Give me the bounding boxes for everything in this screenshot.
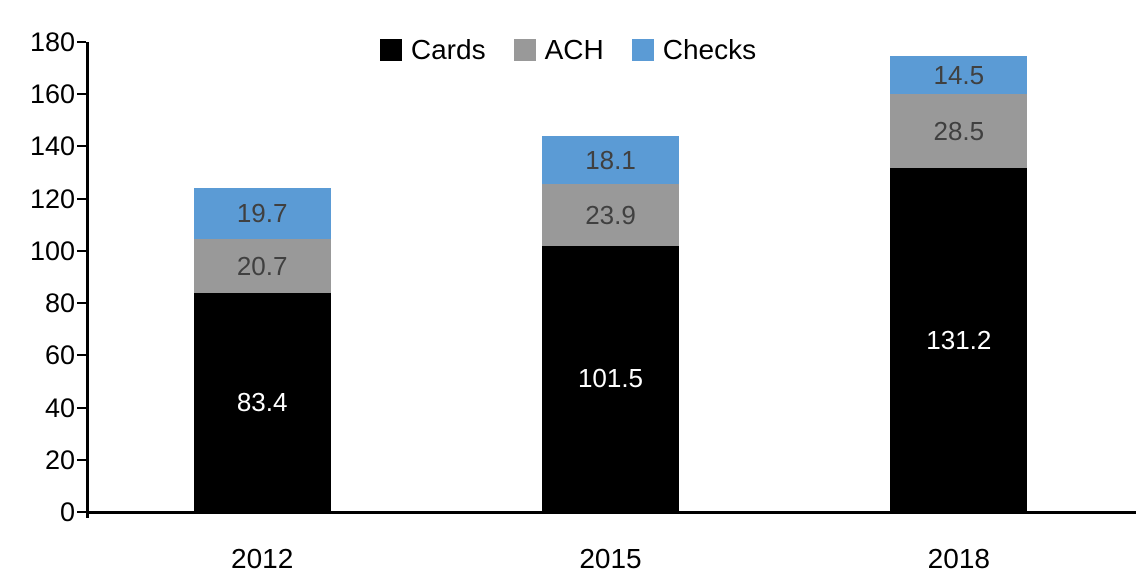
y-tick-label: 180 — [29, 27, 75, 57]
y-tick-label: 160 — [29, 79, 75, 110]
x-axis-line — [86, 511, 1136, 514]
legend-item-ach: ACH — [513, 34, 604, 65]
bar-value-label: 101.5 — [577, 363, 644, 394]
bar-value-label: 14.5 — [933, 60, 985, 91]
bar-value-label: 131.2 — [926, 324, 992, 355]
bar-value-label: 83.4 — [236, 387, 288, 418]
x-category-label-2015: 2015 — [579, 543, 642, 574]
legend-swatch-cards-icon — [379, 39, 402, 61]
y-tick-mark — [77, 511, 86, 513]
bar-segment-checks-2015: 18.1 — [542, 136, 679, 184]
bar-segment-cards-2012: 83.4 — [193, 293, 331, 511]
x-category-label-2012: 2012 — [231, 543, 294, 574]
x-category-label-2018: 2018 — [927, 543, 990, 574]
bar-segment-ach-2015: 23.9 — [542, 183, 679, 246]
y-tick-label: 80 — [44, 288, 75, 319]
chart-legend: Cards ACH Checks — [88, 36, 1048, 64]
y-tick-mark — [77, 93, 86, 96]
y-tick-mark — [77, 354, 86, 357]
bar-stack-2015: 101.5 23.9 18.1 — [542, 136, 679, 511]
y-tick-label: 0 — [59, 497, 75, 527]
legend-label-ach: ACH — [544, 34, 604, 65]
y-tick-mark — [77, 406, 86, 409]
bar-value-label: 18.1 — [585, 144, 636, 175]
bar-segment-cards-2018: 131.2 — [890, 168, 1028, 511]
y-tick-mark — [77, 249, 86, 252]
bar-stack-2012: 83.4 20.7 19.7 — [193, 187, 331, 511]
y-tick-mark — [77, 41, 86, 43]
bar-value-label: 28.5 — [933, 116, 985, 147]
legend-item-checks: Checks — [631, 34, 757, 65]
bar-segment-checks-2012: 19.7 — [193, 187, 331, 240]
y-tick-label: 60 — [44, 340, 75, 371]
bar-segment-checks-2018: 14.5 — [890, 56, 1028, 95]
y-tick-label: 40 — [44, 392, 75, 423]
legend-item-cards: Cards — [379, 34, 486, 65]
bar-stack-2018: 131.2 28.5 14.5 — [890, 56, 1028, 511]
legend-swatch-checks-icon — [631, 39, 654, 61]
y-tick-mark — [77, 145, 86, 148]
legend-label-checks: Checks — [662, 34, 757, 65]
bar-segment-ach-2018: 28.5 — [890, 94, 1028, 169]
y-tick-label: 20 — [44, 444, 75, 475]
y-tick-mark — [77, 197, 86, 200]
bar-value-label: 19.7 — [236, 198, 288, 229]
y-tick-label: 120 — [29, 183, 75, 214]
bar-value-label: 23.9 — [585, 199, 636, 230]
bar-segment-cards-2015: 101.5 — [542, 245, 679, 511]
y-axis-line — [86, 42, 89, 518]
legend-swatch-ach-icon — [513, 39, 536, 61]
bar-segment-ach-2012: 20.7 — [193, 239, 331, 294]
legend-label-cards: Cards — [410, 34, 486, 65]
y-tick-label: 140 — [29, 131, 75, 162]
y-tick-mark — [77, 302, 86, 305]
y-tick-label: 100 — [29, 235, 75, 266]
bar-value-label: 20.7 — [236, 251, 288, 282]
y-tick-mark — [77, 458, 86, 461]
